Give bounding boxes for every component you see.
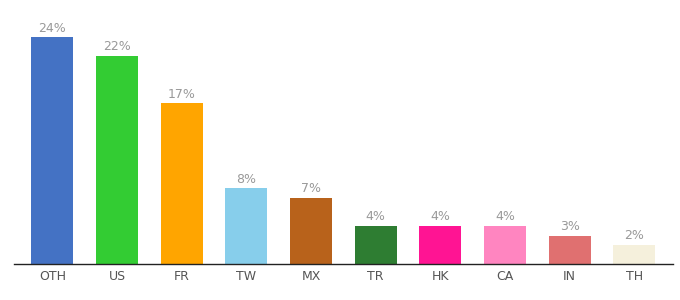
Bar [355,226,396,264]
Bar [290,198,332,264]
Text: 24%: 24% [39,22,66,34]
Bar [225,188,267,264]
Text: 3%: 3% [560,220,579,233]
Text: 2%: 2% [624,229,645,242]
Bar [484,226,526,264]
Text: 17%: 17% [168,88,196,100]
Text: 4%: 4% [366,210,386,224]
Text: 22%: 22% [103,40,131,53]
Bar [160,103,203,264]
Text: 4%: 4% [495,210,515,224]
Bar [613,245,656,264]
Bar [96,56,138,264]
Bar [31,37,73,264]
Text: 7%: 7% [301,182,321,195]
Bar [549,236,591,264]
Bar [420,226,462,264]
Text: 8%: 8% [237,172,256,186]
Text: 4%: 4% [430,210,450,224]
